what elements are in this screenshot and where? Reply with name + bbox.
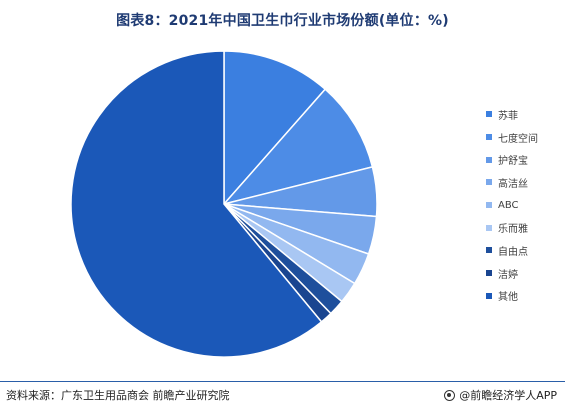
legend-label: 高洁丝 [498, 178, 528, 190]
legend-label: 乐而雅 [498, 224, 528, 236]
legend-item-1: 苏菲 [486, 103, 538, 126]
footer-divider [0, 381, 565, 382]
legend-swatch [486, 134, 492, 141]
legend-label: 护舒宝 [498, 156, 528, 168]
legend-label: 苏菲 [498, 110, 518, 122]
legend-label: 自由点 [498, 246, 528, 258]
legend-label: 洁婷 [498, 269, 518, 281]
legend-swatch [486, 179, 492, 186]
brand-text: @前瞻经济学人APP [459, 389, 557, 402]
legend-swatch [486, 202, 492, 209]
legend-item-4: 高洁丝 [486, 171, 538, 194]
legend-item-6: 乐而雅 [486, 216, 538, 239]
pie-slice-2 [221, 88, 374, 206]
source-note: 资料来源：广东卫生用品商会 前瞻产业研究院 [6, 389, 230, 402]
brand-credit: @前瞻经济学人APP [444, 387, 557, 403]
legend-item-2: 七度空间 [486, 126, 538, 149]
chart-title: 图表8：2021年中国卫生巾行业市场份额(单位：%) [116, 13, 449, 29]
legend-item-5: ABC [486, 194, 538, 217]
legend-item-9: 其他 [486, 285, 538, 308]
legend-swatch [486, 270, 492, 277]
legend-label: 七度空间 [498, 133, 538, 145]
legend-label: 其他 [498, 292, 518, 304]
legend-swatch [486, 111, 492, 118]
legend-swatch [486, 292, 492, 299]
legend-label: ABC [498, 199, 519, 211]
legend-swatch [486, 224, 492, 231]
pie-slice-9 [70, 50, 323, 358]
legend-item-8: 洁婷 [486, 262, 538, 285]
legend-item-3: 护舒宝 [486, 148, 538, 171]
legend-swatch [486, 156, 492, 163]
legend-item-7: 自由点 [486, 239, 538, 262]
legend-swatch [486, 247, 492, 254]
pie-slice-1 [223, 50, 327, 206]
chart-legend: 苏菲七度空间护舒宝高洁丝 ABC 乐而雅自由点洁婷其他 [486, 103, 538, 307]
brand-logo-icon [444, 389, 456, 401]
